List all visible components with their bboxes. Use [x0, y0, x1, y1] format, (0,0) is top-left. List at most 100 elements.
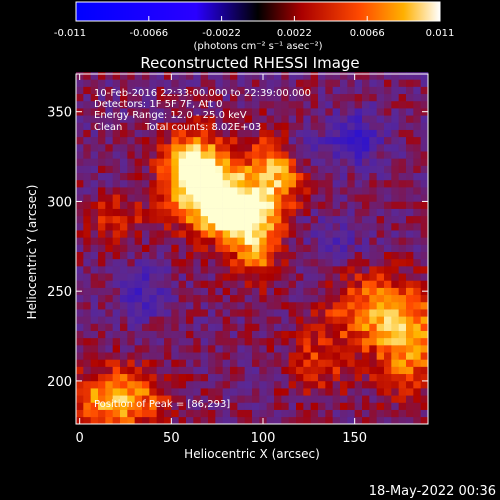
- heatmap-cell: [156, 165, 165, 174]
- heatmap-cell: [325, 273, 333, 281]
- heatmap-cell: [259, 237, 267, 245]
- heatmap-cell: [318, 380, 326, 389]
- heatmap-cell: [193, 72, 201, 80]
- heatmap-cell: [244, 151, 253, 159]
- heatmap-cell: [376, 388, 385, 396]
- heatmap-cell: [230, 172, 238, 181]
- heatmap-cell: [90, 251, 99, 260]
- heatmap-cell: [325, 244, 333, 252]
- heatmap-cell: [420, 222, 429, 231]
- heatmap-cell: [398, 316, 407, 324]
- heatmap-cell: [149, 144, 157, 152]
- heatmap-cell: [259, 158, 267, 166]
- heatmap-cell: [274, 330, 282, 339]
- heatmap-cell: [391, 388, 399, 396]
- heatmap-cell: [208, 230, 216, 238]
- heatmap-cell: [362, 129, 370, 138]
- heatmap-cell: [369, 136, 377, 145]
- heatmap-cell: [98, 316, 106, 324]
- heatmap-cell: [230, 136, 238, 145]
- heatmap-cell: [90, 144, 99, 152]
- heatmap-cell: [325, 151, 333, 159]
- heatmap-cell: [266, 100, 275, 109]
- heatmap-cell: [186, 237, 194, 245]
- heatmap-cell: [186, 187, 194, 195]
- heatmap-cell: [332, 129, 341, 138]
- heatmap-cell: [296, 244, 304, 252]
- heatmap-cell: [90, 273, 99, 281]
- heatmap-cell: [318, 144, 326, 152]
- heatmap-cell: [178, 172, 187, 181]
- heatmap-cell: [156, 108, 165, 116]
- heatmap-cell: [105, 144, 113, 152]
- heatmap-cell: [83, 179, 91, 188]
- heatmap-cell: [237, 72, 245, 80]
- heatmap-cell: [362, 280, 370, 288]
- heatmap-cell: [230, 129, 238, 138]
- heatmap-cell: [200, 86, 209, 95]
- heatmap-cell: [384, 352, 392, 360]
- heatmap-cell: [354, 208, 363, 217]
- heatmap-cell: [127, 129, 135, 138]
- heatmap-cell: [90, 100, 99, 109]
- heatmap-cell: [193, 251, 201, 260]
- heatmap-cell: [230, 388, 238, 396]
- heatmap-cell: [76, 230, 84, 238]
- heatmap-cell: [281, 345, 289, 353]
- heatmap-cell: [391, 215, 399, 224]
- heatmap-cell: [193, 122, 201, 130]
- heatmap-cell: [420, 402, 429, 410]
- heatmap-cell: [98, 273, 106, 281]
- heatmap-cell: [105, 151, 113, 159]
- heatmap-cell: [369, 294, 377, 303]
- heatmap-cell: [90, 222, 99, 231]
- heatmap-cell: [318, 330, 326, 339]
- heatmap-cell: [76, 86, 84, 95]
- heatmap-cell: [200, 215, 209, 224]
- heatmap-cell: [310, 337, 319, 346]
- heatmap-cell: [83, 395, 91, 403]
- heatmap-cell: [149, 330, 157, 339]
- heatmap-cell: [376, 179, 385, 188]
- heatmap-cell: [186, 352, 194, 360]
- heatmap-cell: [347, 100, 355, 109]
- heatmap-cell: [142, 266, 150, 274]
- heatmap-cell: [347, 93, 355, 102]
- heatmap-cell: [186, 309, 194, 317]
- heatmap-cell: [215, 129, 223, 138]
- heatmap-cell: [149, 280, 157, 288]
- heatmap-cell: [354, 416, 363, 425]
- heatmap-cell: [186, 215, 194, 224]
- heatmap-cell: [259, 151, 267, 159]
- annotation-time-range: 10-Feb-2016 22:33:00.000 to 22:39:00.000: [94, 88, 311, 99]
- heatmap-cell: [222, 129, 231, 138]
- heatmap-cell: [127, 337, 135, 346]
- heatmap-cell: [252, 230, 260, 238]
- heatmap-cell: [288, 273, 297, 281]
- heatmap-cell: [112, 115, 121, 123]
- heatmap-cell: [406, 179, 414, 188]
- heatmap-cell: [208, 258, 216, 267]
- heatmap-cell: [325, 337, 333, 346]
- heatmap-cell: [90, 244, 99, 252]
- heatmap-cell: [208, 129, 216, 138]
- heatmap-cell: [325, 388, 333, 396]
- heatmap-cell: [252, 122, 260, 130]
- heatmap-cell: [310, 287, 319, 296]
- heatmap-cell: [384, 179, 392, 188]
- heatmap-cell: [127, 402, 135, 410]
- heatmap-cell: [164, 388, 172, 396]
- heatmap-cell: [149, 251, 157, 260]
- heatmap-cell: [310, 208, 319, 217]
- heatmap-cell: [171, 301, 179, 310]
- heatmap-cell: [105, 316, 113, 324]
- heatmap-cell: [340, 244, 348, 252]
- heatmap-cell: [178, 359, 187, 367]
- heatmap-cell: [259, 309, 267, 317]
- heatmap-cell: [171, 380, 179, 389]
- heatmap-cell: [215, 93, 223, 102]
- heatmap-cell: [98, 330, 106, 339]
- heatmap-cell: [288, 136, 297, 145]
- heatmap-cell: [244, 330, 253, 339]
- heatmap-cell: [281, 402, 289, 410]
